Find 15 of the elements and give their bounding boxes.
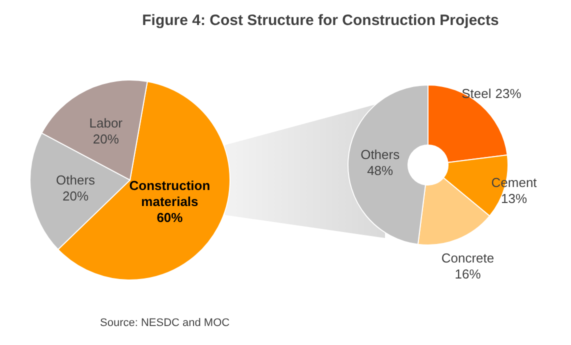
data-label: 20% bbox=[92, 131, 120, 146]
data-label: 20% bbox=[62, 188, 89, 204]
slice-label: Others bbox=[360, 146, 400, 162]
data-label: 23% bbox=[495, 85, 522, 100]
data-label: 60% bbox=[156, 210, 184, 225]
source-note: Source: NESDC and MOC bbox=[100, 317, 230, 329]
slice-label: Others bbox=[56, 172, 96, 188]
text: Figure 4: Cost Structure for Construction Projects bbox=[141, 12, 500, 29]
data-label: 13% bbox=[501, 190, 528, 206]
slice-label: Steel bbox=[462, 85, 492, 100]
slice-label: Construction materials bbox=[129, 178, 210, 209]
data-label: 48% bbox=[367, 162, 394, 178]
slice-label: Labor bbox=[89, 115, 124, 130]
slice-label: Concrete bbox=[441, 250, 494, 265]
data-label: 16% bbox=[454, 266, 482, 281]
